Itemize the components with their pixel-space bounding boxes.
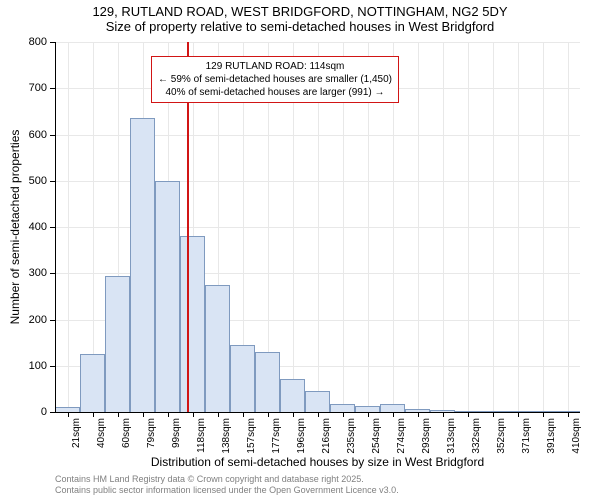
x-tick [518,412,519,417]
x-tick [268,412,269,417]
x-tick [243,412,244,417]
y-tick-label: 700 [29,82,47,94]
x-tick-label: 352sqm [496,418,507,454]
y-tick-label: 200 [29,314,47,326]
title-line-1: 129, RUTLAND ROAD, WEST BRIDGFORD, NOTTI… [0,4,600,19]
histogram-bar [180,236,205,412]
x-tick [68,412,69,417]
annotation-line: 40% of semi-detached houses are larger (… [158,86,392,99]
x-tick-label: 196sqm [296,418,307,454]
annotation-line: ← 59% of semi-detached houses are smalle… [158,73,392,86]
gridline-vertical [568,42,569,412]
x-tick [443,412,444,417]
x-tick [568,412,569,417]
x-tick [143,412,144,417]
x-tick-label: 99sqm [171,418,182,448]
footer-line: Contains HM Land Registry data © Crown c… [55,474,399,485]
x-tick [193,412,194,417]
gridline-vertical [518,42,519,412]
histogram-bar [80,354,105,412]
histogram-bar [230,345,255,412]
y-tick-label: 400 [29,221,47,233]
footer-credits: Contains HM Land Registry data © Crown c… [55,474,399,496]
x-tick-label: 40sqm [96,418,107,448]
gridline-vertical [493,42,494,412]
chart-container: 129, RUTLAND ROAD, WEST BRIDGFORD, NOTTI… [0,0,600,500]
x-tick-label: 313sqm [446,418,457,454]
histogram-bar [305,391,330,412]
histogram-bar [280,379,305,412]
x-tick-label: 157sqm [246,418,257,454]
x-tick-label: 138sqm [221,418,232,454]
x-tick [543,412,544,417]
y-tick-label: 800 [29,36,47,48]
histogram-bar [155,181,180,412]
annotation-line: 129 RUTLAND ROAD: 114sqm [158,60,392,73]
x-tick-label: 177sqm [271,418,282,454]
x-tick-label: 293sqm [421,418,432,454]
gridline-vertical [418,42,419,412]
x-tick-label: 60sqm [121,418,132,448]
x-tick [293,412,294,417]
x-tick-label: 118sqm [196,418,207,453]
x-tick-label: 391sqm [546,418,557,454]
y-tick-label: 0 [41,406,47,418]
x-tick [343,412,344,417]
x-tick-label: 21sqm [71,418,82,448]
x-tick [93,412,94,417]
x-tick [368,412,369,417]
x-tick-label: 332sqm [471,418,482,454]
histogram-bar [205,285,230,412]
x-tick-label: 216sqm [321,418,332,454]
x-tick-label: 235sqm [346,418,357,454]
x-tick-label: 254sqm [371,418,382,454]
y-tick-label: 600 [29,129,47,141]
x-tick [418,412,419,417]
x-tick [393,412,394,417]
histogram-bar [130,118,155,412]
title-line-2: Size of property relative to semi-detach… [0,19,600,34]
gridline-vertical [468,42,469,412]
footer-line: Contains public sector information licen… [55,485,399,496]
histogram-bar [255,352,280,412]
x-axis-label: Distribution of semi-detached houses by … [55,455,580,469]
x-tick-label: 371sqm [521,418,532,454]
x-tick-label: 79sqm [146,418,157,448]
plot-area: 129 RUTLAND ROAD: 114sqm← 59% of semi-de… [55,42,580,412]
y-tick-label: 300 [29,267,47,279]
y-axis: 0100200300400500600700800 [0,42,55,412]
x-tick [218,412,219,417]
x-tick [468,412,469,417]
x-tick-label: 410sqm [571,418,582,454]
y-tick-label: 500 [29,175,47,187]
gridline-vertical [443,42,444,412]
histogram-bar [380,404,405,412]
annotation-box: 129 RUTLAND ROAD: 114sqm← 59% of semi-de… [151,56,399,103]
x-tick [493,412,494,417]
y-axis-line [55,42,56,412]
histogram-bar [105,276,130,412]
chart-title: 129, RUTLAND ROAD, WEST BRIDGFORD, NOTTI… [0,4,600,34]
x-tick [118,412,119,417]
x-tick-label: 274sqm [396,418,407,454]
histogram-bar [330,404,355,412]
y-tick-label: 100 [29,360,47,372]
x-tick [168,412,169,417]
gridline-vertical [543,42,544,412]
x-tick [318,412,319,417]
gridline-vertical [68,42,69,412]
